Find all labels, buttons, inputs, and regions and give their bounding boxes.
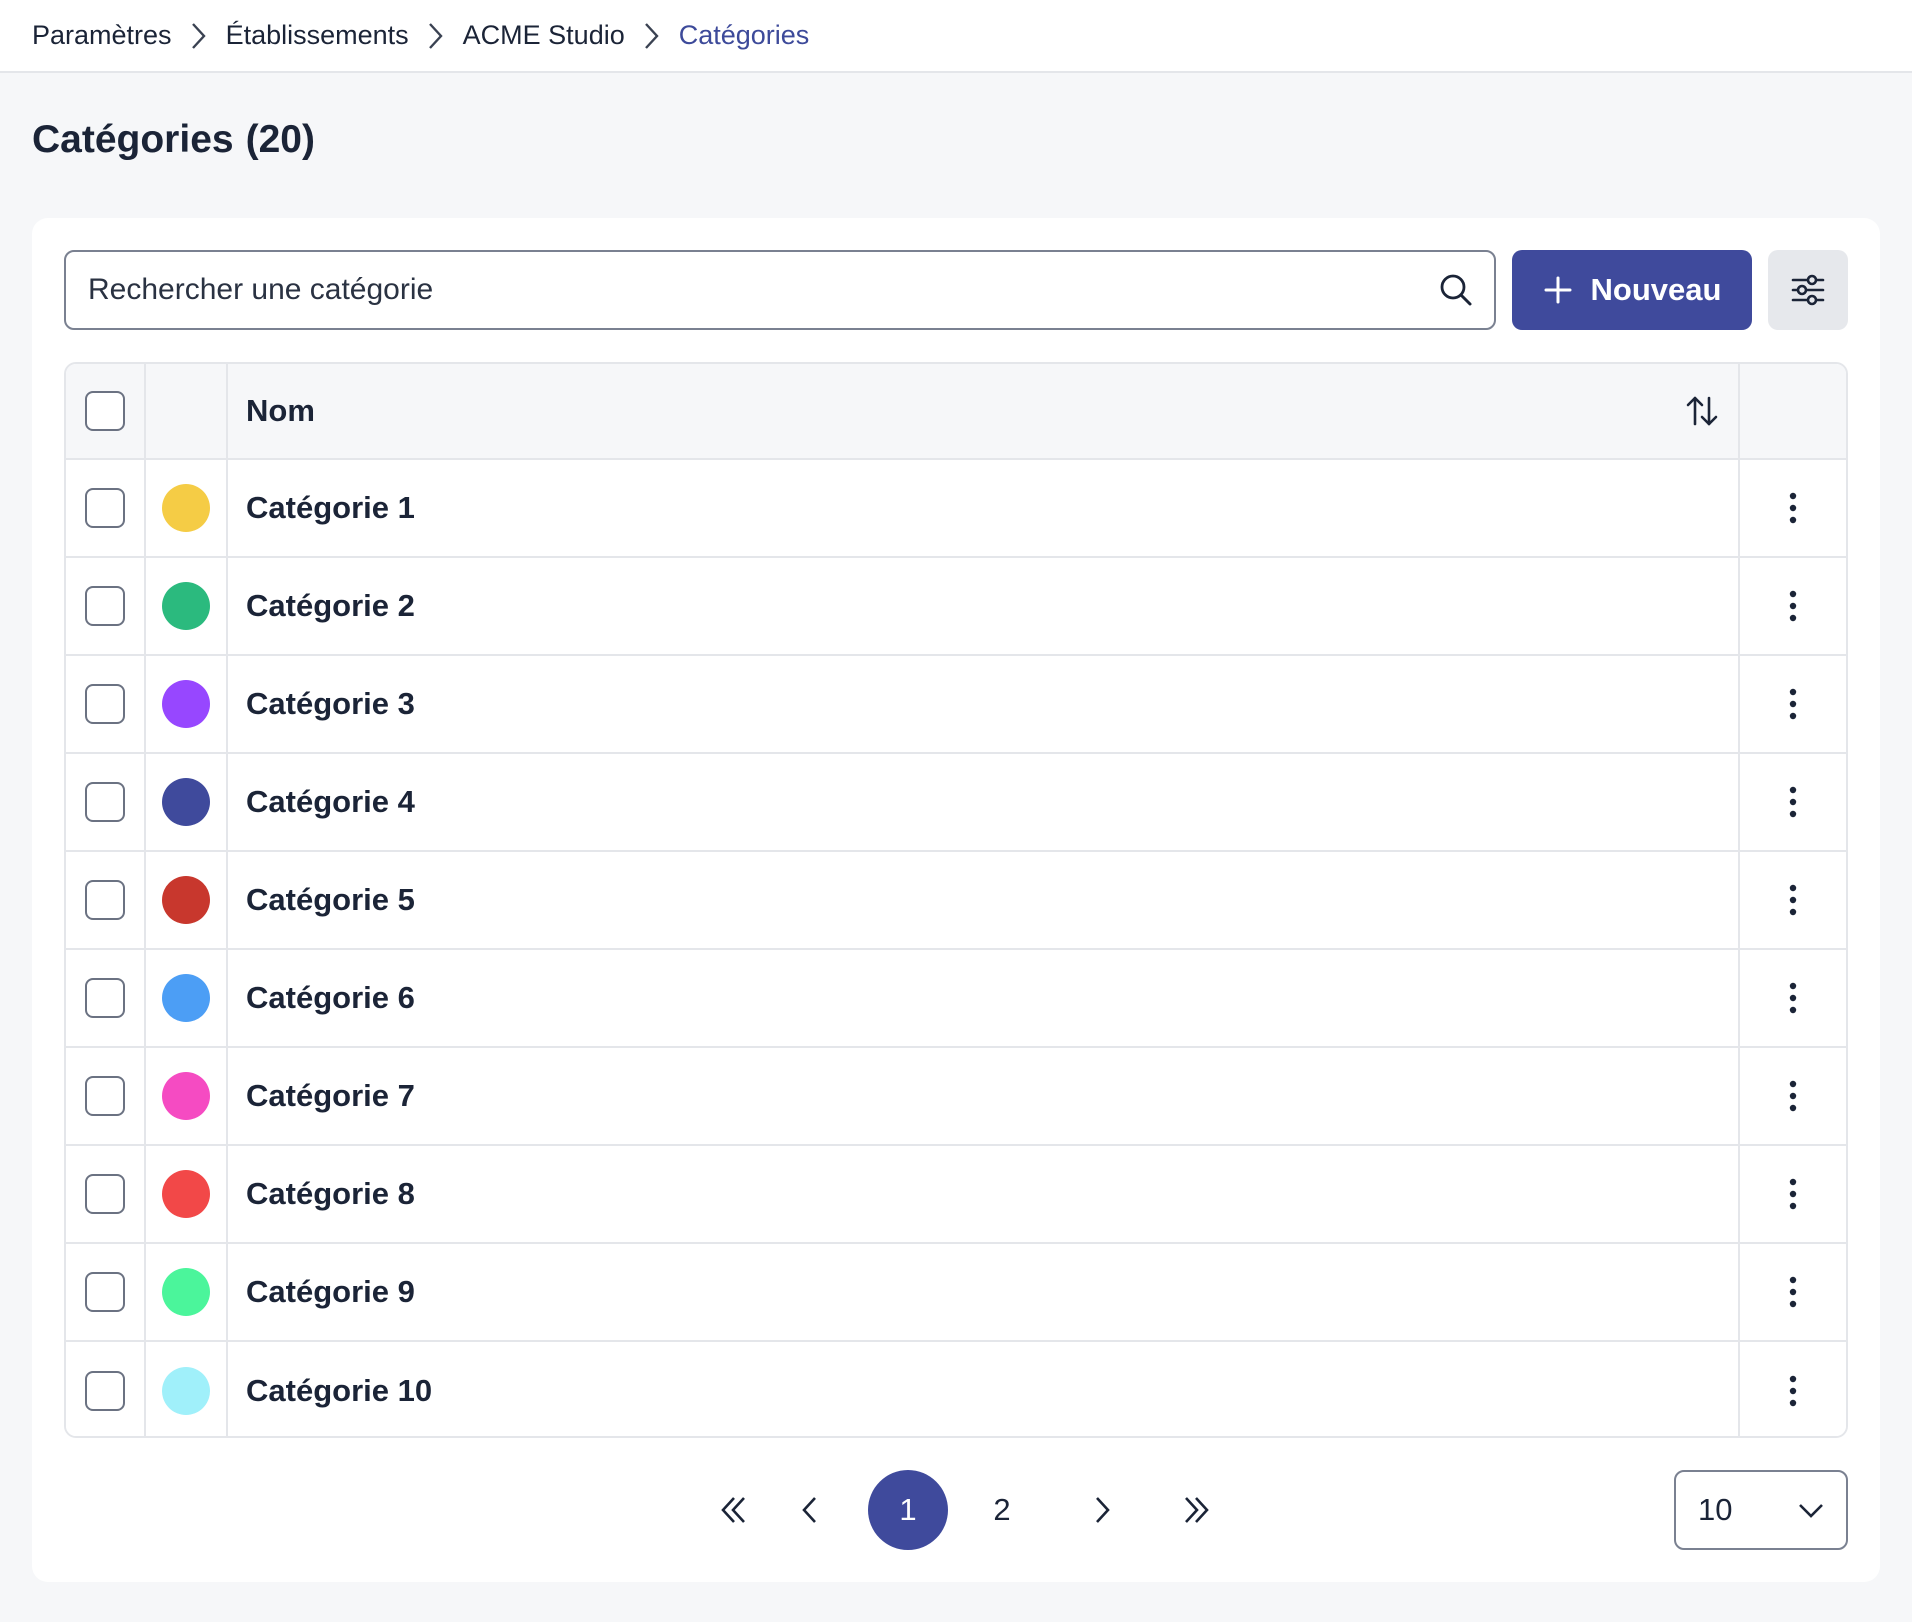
row-checkbox[interactable]: [85, 1272, 125, 1312]
breadcrumb-item-acme-studio[interactable]: ACME Studio: [462, 20, 625, 50]
search-icon[interactable]: [1438, 272, 1474, 308]
table-row[interactable]: Catégorie 6: [66, 950, 1846, 1048]
table-row[interactable]: Catégorie 4: [66, 754, 1846, 852]
breadcrumb: Paramètres Établissements ACME Studio Ca…: [0, 0, 1912, 73]
category-name: Catégorie 8: [246, 1176, 415, 1211]
table-row[interactable]: Catégorie 10: [66, 1342, 1846, 1436]
category-color-dot: [162, 876, 210, 924]
breadcrumb-item-parametres[interactable]: Paramètres: [32, 20, 172, 50]
row-checkbox[interactable]: [85, 880, 125, 920]
table-row[interactable]: Catégorie 7: [66, 1048, 1846, 1146]
category-name: Catégorie 2: [246, 588, 415, 623]
row-checkbox[interactable]: [85, 586, 125, 626]
more-vertical-icon[interactable]: [1787, 883, 1799, 917]
page-title-count: (20): [245, 118, 315, 161]
column-header-label: Nom: [246, 393, 315, 428]
first-page-button[interactable]: [694, 1470, 774, 1550]
column-header-nom[interactable]: Nom: [228, 364, 1738, 458]
chevron-right-icon: [625, 21, 679, 51]
search-box: [64, 250, 1496, 330]
row-checkbox[interactable]: [85, 684, 125, 724]
select-all-checkbox[interactable]: [85, 391, 125, 431]
category-name: Catégorie 6: [246, 980, 415, 1015]
chevrons-left-icon: [721, 1497, 745, 1523]
table-header-row: Nom: [66, 364, 1846, 460]
previous-page-button[interactable]: [770, 1470, 850, 1550]
pagination: 1 2 10: [32, 1470, 1880, 1550]
more-vertical-icon[interactable]: [1787, 1079, 1799, 1113]
table-row[interactable]: Catégorie 3: [66, 656, 1846, 754]
category-name: Catégorie 3: [246, 686, 415, 721]
more-vertical-icon[interactable]: [1787, 589, 1799, 623]
breadcrumb-item-categories: Catégories: [678, 20, 810, 50]
category-name: Catégorie 10: [246, 1373, 433, 1408]
more-vertical-icon[interactable]: [1787, 785, 1799, 819]
categories-card: Nouveau Nom: [32, 218, 1880, 1582]
page-2-button[interactable]: 2: [962, 1470, 1042, 1550]
category-color-dot: [162, 484, 210, 532]
more-vertical-icon[interactable]: [1787, 687, 1799, 721]
category-color-dot: [162, 974, 210, 1022]
chevron-left-icon: [802, 1497, 816, 1523]
page-1-button[interactable]: 1: [868, 1470, 948, 1550]
category-color-dot: [162, 1072, 210, 1120]
new-button-label: Nouveau: [1590, 272, 1722, 307]
search-input[interactable]: [88, 273, 1438, 307]
row-checkbox[interactable]: [85, 782, 125, 822]
last-page-button[interactable]: [1156, 1470, 1236, 1550]
more-vertical-icon[interactable]: [1787, 491, 1799, 525]
categories-table: Nom Catégorie 1 Catégorie 2 Catégorie 3 Cat…: [64, 362, 1848, 1438]
category-color-dot: [162, 680, 210, 728]
table-row[interactable]: Catégorie 2: [66, 558, 1846, 656]
chevrons-right-icon: [1185, 1497, 1209, 1523]
page-title: Catégories (20): [32, 118, 315, 162]
chevron-right-icon: [1096, 1497, 1110, 1523]
table-row[interactable]: Catégorie 5: [66, 852, 1846, 950]
row-checkbox[interactable]: [85, 488, 125, 528]
more-vertical-icon[interactable]: [1787, 1275, 1799, 1309]
new-category-button[interactable]: Nouveau: [1512, 250, 1752, 330]
row-checkbox[interactable]: [85, 1174, 125, 1214]
more-vertical-icon[interactable]: [1787, 1374, 1799, 1408]
row-checkbox[interactable]: [85, 978, 125, 1018]
more-vertical-icon[interactable]: [1787, 981, 1799, 1015]
more-vertical-icon[interactable]: [1787, 1177, 1799, 1211]
category-color-dot: [162, 1170, 210, 1218]
filter-settings-button[interactable]: [1768, 250, 1848, 330]
chevron-right-icon: [172, 21, 226, 51]
category-color-dot: [162, 778, 210, 826]
chevron-right-icon: [409, 21, 463, 51]
table-row[interactable]: Catégorie 8: [66, 1146, 1846, 1244]
chevron-down-icon: [1799, 1504, 1823, 1518]
rows-per-page-select[interactable]: 10: [1674, 1470, 1848, 1550]
plus-icon: [1544, 276, 1572, 304]
category-color-dot: [162, 1268, 210, 1316]
next-page-button[interactable]: [1062, 1470, 1142, 1550]
breadcrumb-item-etablissements[interactable]: Établissements: [225, 20, 409, 50]
category-name: Catégorie 5: [246, 882, 415, 917]
sliders-icon: [1791, 274, 1825, 306]
category-name: Catégorie 4: [246, 784, 415, 819]
rows-per-page-value: 10: [1698, 1492, 1733, 1527]
page-title-text: Catégories: [32, 118, 234, 161]
category-name: Catégorie 9: [246, 1274, 415, 1309]
row-checkbox[interactable]: [85, 1371, 125, 1411]
table-row[interactable]: Catégorie 9: [66, 1244, 1846, 1342]
row-checkbox[interactable]: [85, 1076, 125, 1116]
category-name: Catégorie 7: [246, 1078, 415, 1113]
category-color-dot: [162, 582, 210, 630]
category-color-dot: [162, 1367, 210, 1415]
category-name: Catégorie 1: [246, 490, 415, 525]
table-row[interactable]: Catégorie 1: [66, 460, 1846, 558]
sort-icon[interactable]: [1684, 393, 1720, 429]
